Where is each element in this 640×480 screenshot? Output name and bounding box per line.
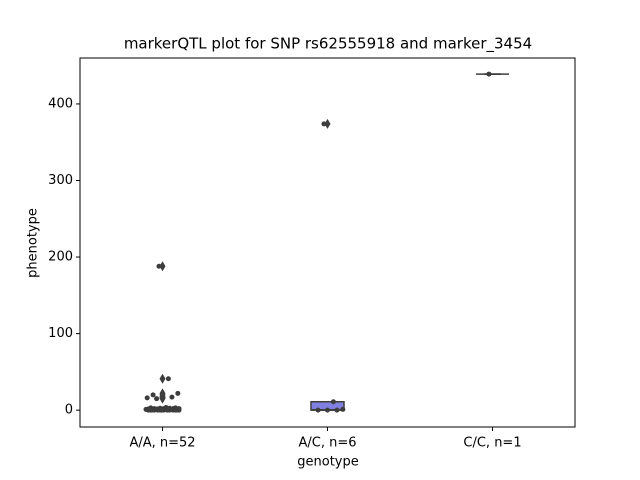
y-tick-label: 400 xyxy=(48,96,73,111)
point xyxy=(150,392,156,398)
point xyxy=(158,407,164,413)
point xyxy=(321,121,327,127)
y-axis-label: phenotype xyxy=(26,208,41,278)
point xyxy=(154,396,160,402)
x-tick-label: A/C, n=6 xyxy=(298,436,356,451)
point xyxy=(325,407,330,413)
x-axis-label: genotype xyxy=(297,455,358,470)
point xyxy=(149,407,155,413)
point xyxy=(340,406,346,412)
point xyxy=(170,407,176,413)
point xyxy=(330,399,336,405)
point xyxy=(175,390,181,396)
chart-title: markerQTL plot for SNP rs62555918 and ma… xyxy=(124,35,532,54)
point xyxy=(160,393,165,399)
y-tick-label: 0 xyxy=(65,403,73,418)
y-tick-label: 300 xyxy=(48,173,73,188)
x-tick-label: C/C, n=1 xyxy=(463,436,521,451)
point xyxy=(165,376,171,382)
point xyxy=(145,407,151,413)
point xyxy=(169,394,175,400)
point xyxy=(155,407,161,413)
y-tick-label: 100 xyxy=(48,326,73,341)
outlier xyxy=(324,118,331,129)
outlier xyxy=(159,261,166,272)
plot-frame xyxy=(79,57,576,428)
point xyxy=(334,407,340,413)
point xyxy=(156,263,162,269)
x-tick-label: A/A, n=52 xyxy=(129,436,195,451)
point xyxy=(174,407,180,413)
point xyxy=(486,71,492,77)
point xyxy=(164,407,170,413)
outlier xyxy=(159,373,166,384)
point xyxy=(315,407,321,413)
point xyxy=(144,395,150,401)
y-tick-label: 200 xyxy=(48,250,73,265)
